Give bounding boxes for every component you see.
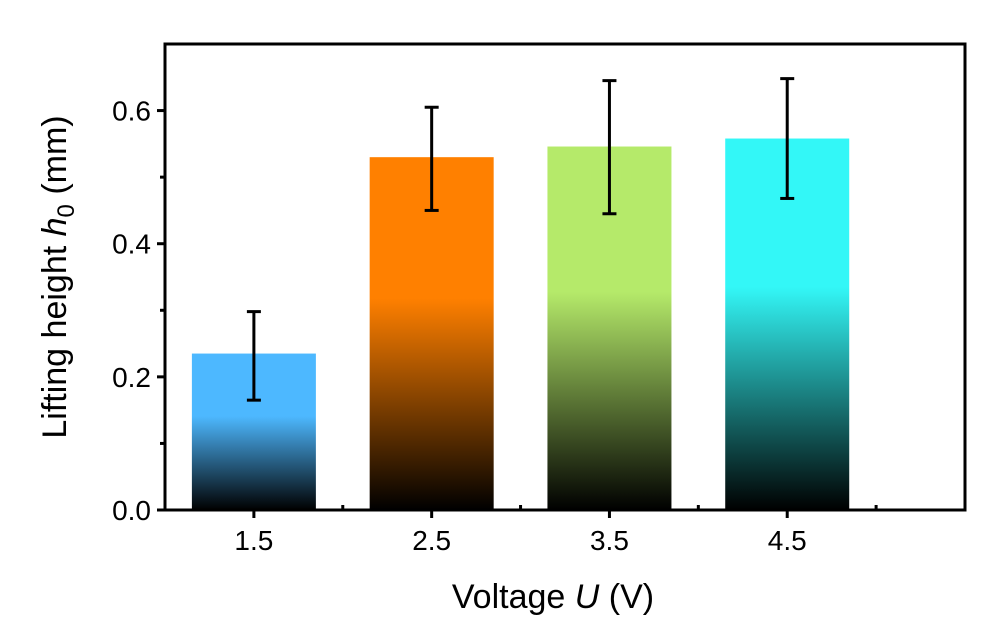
x-axis-title: Voltage U (V): [452, 578, 654, 616]
error-bar-2.5: [424, 105, 439, 212]
error-bar-4.5: [780, 77, 795, 200]
plot-frame: [163, 42, 967, 512]
bar-2.5: [369, 157, 494, 510]
error-bar-3.5: [602, 79, 617, 216]
ticks-layer: 1.5 2.5 3.5 4.5 0.0 0.2 0.4 0.6: [112, 96, 878, 556]
x-tick-label: 4.5: [768, 525, 807, 556]
y-tick-label: 0.2: [112, 362, 151, 393]
y-tick-label: 0.4: [112, 229, 151, 260]
x-tick-label: 1.5: [234, 525, 273, 556]
bars-layer: [191, 138, 850, 510]
x-tick-label: 3.5: [590, 525, 629, 556]
y-axis-title: Lifting height h0 (mm): [36, 115, 80, 438]
error-bar-1.5: [246, 310, 261, 402]
x-tick-label: 2.5: [412, 525, 451, 556]
error-bars-layer: [246, 77, 795, 402]
y-tick-label: 0.0: [112, 495, 151, 526]
bar-4.5: [725, 138, 850, 510]
y-tick-label: 0.6: [112, 96, 151, 127]
